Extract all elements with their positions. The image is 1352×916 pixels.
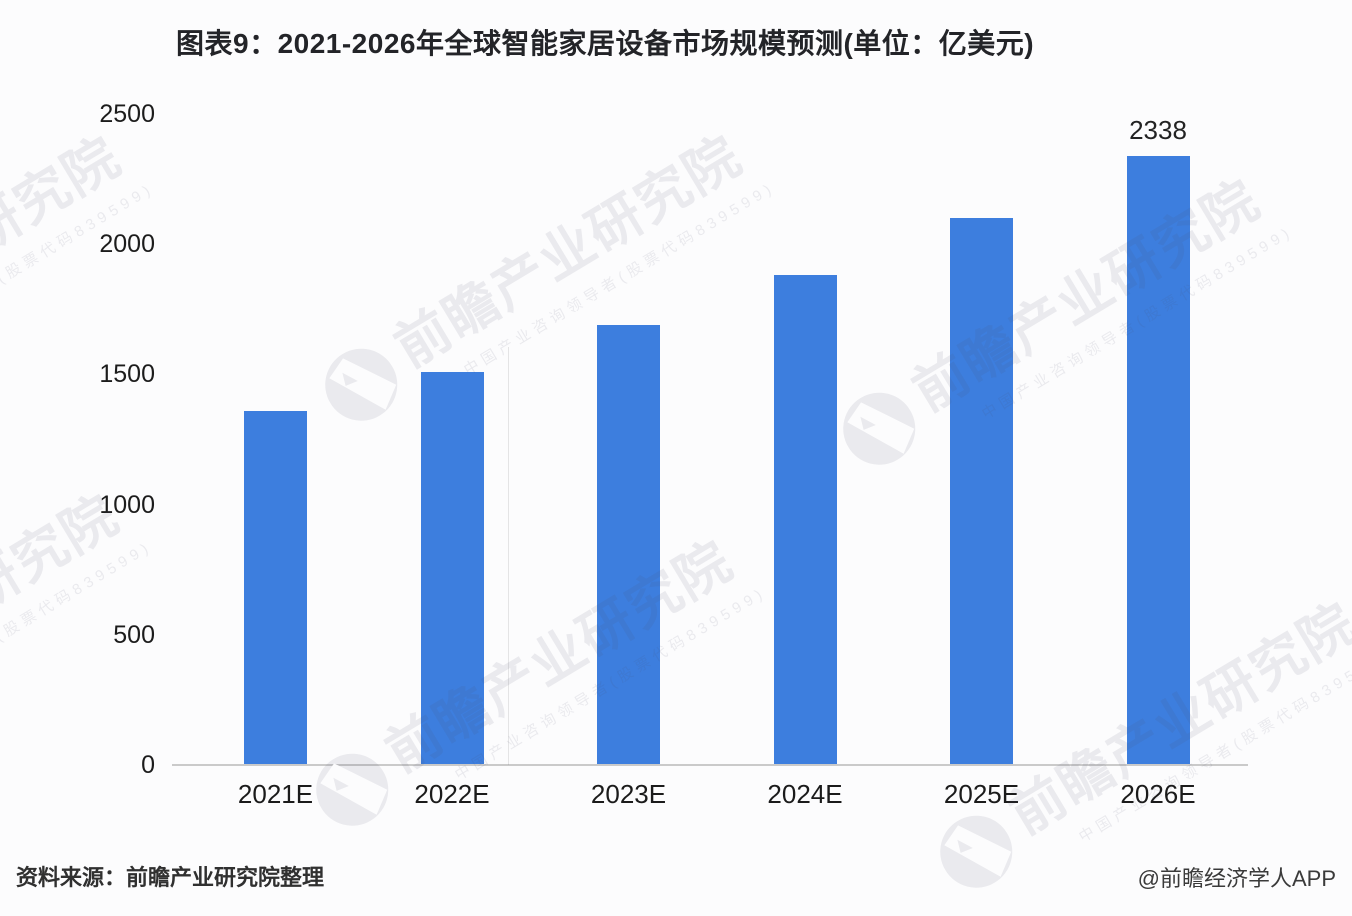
x-axis-label-2024E: 2024E [767,779,843,809]
y-axis-tick-label: 500 [113,620,155,649]
vertical-artifact-line [508,347,509,765]
source-note: 资料来源：前瞻产业研究院整理 [16,865,325,890]
value-label-2026E: 2338 [1129,115,1187,146]
x-axis-label-2023E: 2023E [590,779,667,809]
y-axis-tick-label: 1500 [99,360,155,389]
y-axis-tick-label: 2500 [99,100,155,128]
bar-2026E [1126,156,1190,765]
x-axis-label-2022E: 2022E [414,779,490,809]
bar-2023E [597,324,660,765]
bar-2024E [773,275,837,765]
x-axis-label-2026E: 2026E [1120,779,1196,809]
x-axis-label-2021E: 2021E [237,779,314,809]
y-axis-tick-label: 1000 [99,490,155,519]
y-axis-tick-label: 2000 [99,230,155,259]
x-axis-label-2025E: 2025E [943,779,1020,809]
chart-title: 图表9：2021-2026年全球智能家居设备市场规模预测(单位：亿美元) [176,28,1035,59]
bar-2021E [244,410,307,765]
y-axis-tick-label: 0 [141,751,155,779]
x-axis-line [172,764,1248,766]
bar-2025E [950,218,1013,765]
credit-note: @前瞻经济学人APP [1137,866,1336,891]
bar-2022E [420,371,484,765]
